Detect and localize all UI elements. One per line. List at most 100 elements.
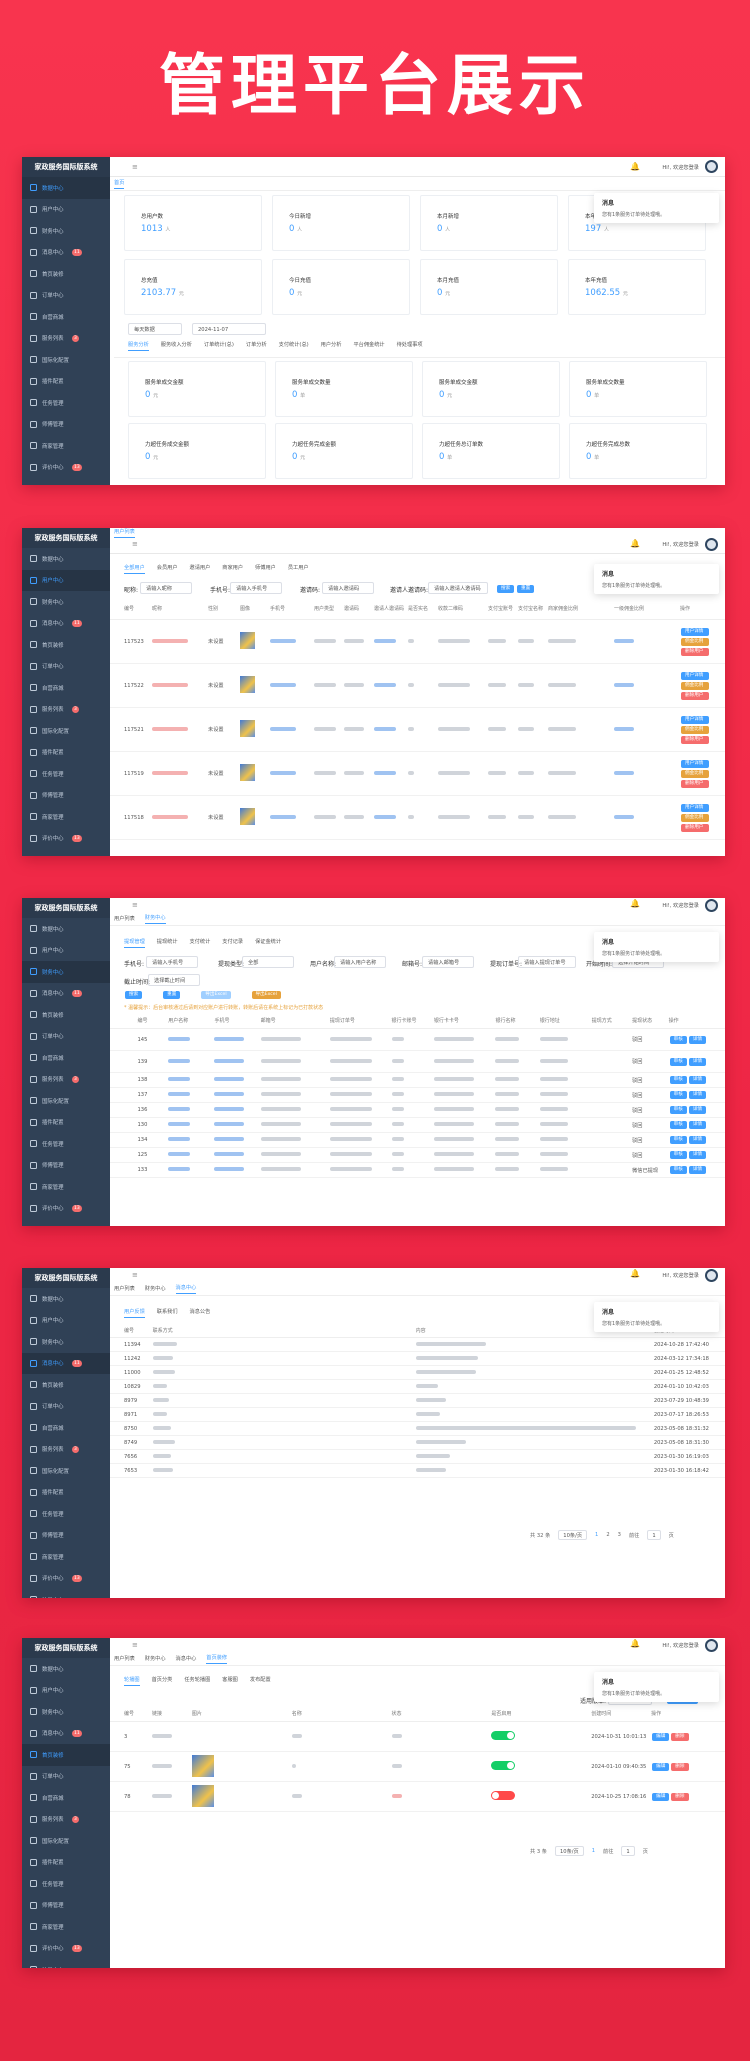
- sidebar-item-12[interactable]: 商家管理: [22, 1916, 110, 1938]
- sidebar-item-4[interactable]: 首页装修: [22, 1004, 110, 1026]
- action-button-0[interactable]: 用户详情: [681, 759, 709, 768]
- bell-icon[interactable]: 🔔: [630, 899, 640, 908]
- hamburger-icon[interactable]: ≡: [132, 901, 138, 909]
- sidebar-item-3[interactable]: 消息中心 11: [22, 1352, 110, 1374]
- reset-button[interactable]: 重置: [517, 585, 535, 593]
- action-button-0[interactable]: 用户详情: [681, 627, 709, 636]
- sidebar-item-2[interactable]: 财务中心: [22, 961, 110, 983]
- detail-button[interactable]: 详情: [688, 1057, 707, 1066]
- action-button-0[interactable]: 用户详情: [681, 803, 709, 812]
- sidebar-item-9[interactable]: 插件配置: [22, 1112, 110, 1134]
- date-picker[interactable]: 2024-11-07: [192, 323, 266, 335]
- sidebar-item-13[interactable]: 评价中心 13: [22, 1938, 110, 1960]
- bell-icon[interactable]: 🔔: [630, 539, 640, 548]
- action-button-0[interactable]: 用户详情: [681, 715, 709, 724]
- sidebar-item-7[interactable]: 服务列表 3: [22, 699, 110, 721]
- edit-button[interactable]: 编辑: [652, 1732, 670, 1741]
- edit-button[interactable]: 编辑: [652, 1762, 670, 1771]
- sidebar-item-8[interactable]: 国际化配置: [22, 1090, 110, 1112]
- tab-decoration-1[interactable]: 首页分类: [151, 1677, 173, 1683]
- sidebar-item-14[interactable]: 注册中心: [22, 478, 110, 485]
- audit-button[interactable]: 审核: [669, 1121, 687, 1129]
- sidebar-item-4[interactable]: 首页装修: [22, 263, 110, 285]
- sidebar-item-0[interactable]: 数据中心: [22, 548, 110, 570]
- sidebar-item-11[interactable]: 师傅管理: [22, 1525, 110, 1547]
- sidebar-item-12[interactable]: 商家管理: [22, 806, 110, 828]
- page-number[interactable]: 1: [595, 1532, 599, 1538]
- sidebar-item-14[interactable]: 注册中心: [22, 1219, 110, 1226]
- sidebar-item-14[interactable]: 注册中心: [22, 849, 110, 856]
- sidebar-item-10[interactable]: 任务管理: [22, 1133, 110, 1155]
- tab-finance-0[interactable]: 提现管理: [124, 938, 145, 948]
- detail-button[interactable]: 详情: [688, 1035, 707, 1044]
- tag-0[interactable]: 用户列表: [114, 1656, 135, 1662]
- sidebar-item-4[interactable]: 首页装修: [22, 634, 110, 656]
- sidebar-item-12[interactable]: 商家管理: [22, 1546, 110, 1568]
- audit-button[interactable]: 审核: [669, 1076, 687, 1084]
- action-button-1[interactable]: 佣金比例: [681, 725, 709, 734]
- tab-user-type-3[interactable]: 商家用户: [222, 565, 244, 571]
- tag-2[interactable]: 消息中心: [175, 1656, 197, 1662]
- hamburger-icon[interactable]: ≡: [132, 1271, 138, 1279]
- detail-button[interactable]: 详情: [688, 1136, 707, 1144]
- sidebar-item-5[interactable]: 订单中心: [22, 1026, 110, 1048]
- tab-analysis-0[interactable]: 服务分析: [128, 341, 149, 351]
- delete-button[interactable]: 删除: [671, 1762, 689, 1771]
- tab-user-type-2[interactable]: 邀请用户: [189, 565, 211, 571]
- action-button-2[interactable]: 删除用户: [681, 735, 709, 744]
- invite-input[interactable]: 请输入邀请码: [322, 582, 374, 594]
- search-button[interactable]: 搜索: [497, 585, 515, 593]
- sidebar-item-1[interactable]: 用户中心: [22, 1310, 110, 1332]
- search-button[interactable]: 搜索: [125, 991, 143, 999]
- audit-button[interactable]: 审核: [669, 1151, 687, 1159]
- tab-analysis-5[interactable]: 用户分析: [320, 342, 342, 348]
- tab-analysis-6[interactable]: 平台佣金统计: [353, 342, 385, 348]
- tab-user-type-4[interactable]: 师傅用户: [255, 565, 276, 571]
- sidebar-item-1[interactable]: 用户中心: [22, 569, 110, 591]
- sidebar-item-8[interactable]: 国际化配置: [22, 1830, 110, 1852]
- delete-button[interactable]: 删除: [671, 1792, 689, 1801]
- sidebar-item-8[interactable]: 国际化配置: [22, 349, 110, 371]
- tab-analysis-3[interactable]: 订单分析: [245, 342, 267, 348]
- sidebar-item-3[interactable]: 消息中心 11: [22, 1723, 110, 1745]
- email-input[interactable]: 请输入邮箱号: [422, 956, 474, 968]
- sidebar-item-0[interactable]: 数据中心: [22, 918, 110, 940]
- sidebar-item-7[interactable]: 服务列表 3: [22, 1069, 110, 1091]
- avatar[interactable]: [705, 538, 718, 551]
- tag-user-list[interactable]: 用户列表: [114, 528, 135, 538]
- tab-user-type-1[interactable]: 会员用户: [156, 565, 178, 571]
- sidebar-item-3[interactable]: 消息中心 11: [22, 983, 110, 1005]
- tab-message-1[interactable]: 联系我们: [156, 1309, 178, 1315]
- sidebar-item-1[interactable]: 用户中心: [22, 940, 110, 962]
- sidebar-item-4[interactable]: 首页装修: [22, 1744, 110, 1766]
- hamburger-icon[interactable]: ≡: [132, 540, 138, 548]
- delete-button[interactable]: 删除: [671, 1732, 689, 1741]
- detail-button[interactable]: 详情: [688, 1106, 707, 1114]
- tab-finance-1[interactable]: 提现统计: [156, 939, 178, 945]
- tag-0[interactable]: 用户列表: [114, 1286, 135, 1292]
- sidebar-item-0[interactable]: 数据中心: [22, 1288, 110, 1310]
- action-button-0[interactable]: 用户详情: [681, 671, 709, 680]
- sidebar-item-6[interactable]: 自营商城: [22, 1047, 110, 1069]
- tab-analysis-7[interactable]: 待处理事项: [396, 342, 423, 348]
- tab-finance-3[interactable]: 支付记录: [222, 939, 244, 945]
- tab-analysis-1[interactable]: 服务收入分析: [160, 342, 192, 348]
- page-size-select[interactable]: 10条/页: [558, 1530, 588, 1540]
- detail-button[interactable]: 详情: [688, 1121, 707, 1129]
- bell-icon[interactable]: 🔔: [630, 162, 640, 171]
- sidebar-item-6[interactable]: 自营商城: [22, 306, 110, 328]
- sidebar-item-10[interactable]: 任务管理: [22, 1503, 110, 1525]
- page-number[interactable]: 1: [591, 1848, 596, 1854]
- action-button-1[interactable]: 佣金比例: [681, 769, 709, 778]
- detail-button[interactable]: 详情: [688, 1076, 707, 1084]
- sidebar-item-13[interactable]: 评价中心 13: [22, 1568, 110, 1590]
- action-button-2[interactable]: 删除用户: [681, 691, 709, 700]
- sidebar-item-2[interactable]: 财务中心: [22, 591, 110, 613]
- page-number[interactable]: 2: [606, 1532, 610, 1538]
- phone-input[interactable]: 请输入手机号: [146, 956, 198, 968]
- sidebar-item-7[interactable]: 服务列表 3: [22, 1439, 110, 1461]
- sidebar-item-8[interactable]: 国际化配置: [22, 720, 110, 742]
- bell-icon[interactable]: 🔔: [630, 1639, 640, 1648]
- page-size-select[interactable]: 10条/页: [554, 1846, 584, 1856]
- sidebar-item-8[interactable]: 国际化配置: [22, 1460, 110, 1482]
